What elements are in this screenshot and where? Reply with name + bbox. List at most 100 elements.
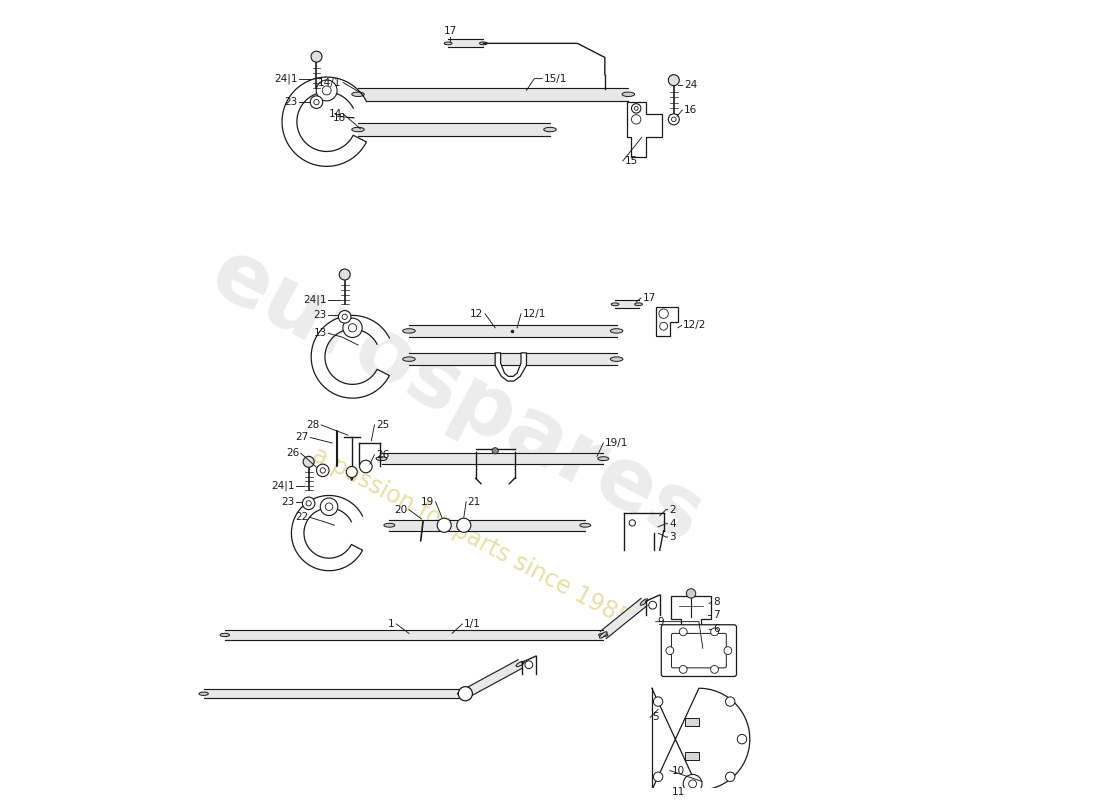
Polygon shape bbox=[463, 660, 522, 698]
Bar bbox=[685, 718, 698, 726]
Ellipse shape bbox=[610, 357, 623, 362]
Text: 21: 21 bbox=[468, 497, 481, 506]
Circle shape bbox=[317, 80, 337, 101]
Ellipse shape bbox=[376, 457, 387, 461]
Text: 2: 2 bbox=[669, 505, 675, 514]
Ellipse shape bbox=[352, 92, 364, 97]
Circle shape bbox=[635, 106, 638, 110]
Text: 19: 19 bbox=[421, 497, 434, 506]
Text: 20: 20 bbox=[394, 505, 407, 514]
Text: a passion for parts since 1985: a passion for parts since 1985 bbox=[308, 442, 635, 631]
Circle shape bbox=[631, 104, 641, 113]
Ellipse shape bbox=[640, 599, 648, 606]
Circle shape bbox=[459, 686, 472, 701]
Circle shape bbox=[689, 780, 696, 788]
Circle shape bbox=[653, 772, 663, 782]
Ellipse shape bbox=[610, 329, 623, 333]
Text: 26: 26 bbox=[286, 448, 299, 458]
Text: 15/1: 15/1 bbox=[543, 74, 568, 84]
Text: 4: 4 bbox=[669, 518, 675, 529]
Text: 23: 23 bbox=[285, 97, 298, 107]
Polygon shape bbox=[389, 520, 585, 530]
Circle shape bbox=[339, 310, 351, 323]
Text: eurospares: eurospares bbox=[196, 231, 716, 561]
Circle shape bbox=[686, 589, 695, 598]
Text: 8: 8 bbox=[713, 597, 719, 607]
Polygon shape bbox=[292, 495, 363, 570]
Ellipse shape bbox=[480, 42, 487, 45]
Text: 12: 12 bbox=[470, 309, 483, 318]
Text: 14: 14 bbox=[328, 109, 342, 119]
Circle shape bbox=[322, 86, 331, 95]
Circle shape bbox=[310, 96, 322, 108]
Circle shape bbox=[339, 269, 350, 280]
Circle shape bbox=[317, 464, 329, 477]
Text: 5: 5 bbox=[652, 712, 659, 722]
Circle shape bbox=[711, 628, 718, 636]
Ellipse shape bbox=[352, 127, 364, 132]
Ellipse shape bbox=[199, 692, 208, 695]
Text: 23: 23 bbox=[282, 497, 295, 506]
Ellipse shape bbox=[597, 457, 608, 461]
Text: 26: 26 bbox=[376, 450, 389, 460]
Text: 7: 7 bbox=[713, 610, 719, 620]
Ellipse shape bbox=[444, 42, 452, 45]
Ellipse shape bbox=[458, 692, 466, 695]
Circle shape bbox=[320, 498, 338, 515]
Polygon shape bbox=[448, 39, 483, 47]
Text: 17: 17 bbox=[444, 26, 458, 35]
Circle shape bbox=[326, 503, 333, 510]
Polygon shape bbox=[311, 315, 389, 398]
Polygon shape bbox=[358, 123, 550, 136]
Circle shape bbox=[343, 318, 362, 338]
Ellipse shape bbox=[600, 632, 607, 638]
Circle shape bbox=[671, 117, 676, 122]
Circle shape bbox=[346, 466, 358, 478]
Circle shape bbox=[653, 697, 663, 706]
Ellipse shape bbox=[543, 127, 557, 132]
Ellipse shape bbox=[516, 662, 525, 666]
Ellipse shape bbox=[635, 303, 642, 306]
Ellipse shape bbox=[403, 357, 415, 362]
Text: 12/1: 12/1 bbox=[522, 309, 546, 318]
Text: 15: 15 bbox=[625, 156, 638, 166]
Circle shape bbox=[669, 114, 680, 125]
Circle shape bbox=[726, 772, 735, 782]
Text: 16: 16 bbox=[684, 105, 697, 115]
Text: 22: 22 bbox=[296, 513, 309, 522]
Polygon shape bbox=[684, 794, 701, 800]
Ellipse shape bbox=[598, 634, 608, 637]
Text: 11: 11 bbox=[671, 786, 684, 797]
Circle shape bbox=[320, 468, 326, 473]
Polygon shape bbox=[495, 353, 527, 381]
Polygon shape bbox=[671, 596, 711, 631]
Circle shape bbox=[492, 448, 498, 454]
Text: 13: 13 bbox=[314, 328, 327, 338]
Circle shape bbox=[711, 666, 718, 674]
Text: 24|1: 24|1 bbox=[271, 481, 295, 491]
Text: 10: 10 bbox=[671, 766, 684, 775]
Ellipse shape bbox=[384, 523, 395, 527]
Circle shape bbox=[724, 646, 732, 654]
Polygon shape bbox=[652, 688, 750, 790]
Circle shape bbox=[306, 501, 311, 506]
Circle shape bbox=[314, 99, 319, 105]
Circle shape bbox=[342, 314, 348, 319]
Polygon shape bbox=[656, 307, 678, 336]
Circle shape bbox=[666, 646, 674, 654]
Circle shape bbox=[737, 734, 747, 744]
Circle shape bbox=[304, 456, 315, 467]
Circle shape bbox=[437, 518, 451, 532]
Text: 18: 18 bbox=[333, 113, 346, 122]
Text: 1/1: 1/1 bbox=[464, 619, 481, 629]
Polygon shape bbox=[627, 102, 662, 157]
Text: 14/1: 14/1 bbox=[318, 78, 342, 87]
Polygon shape bbox=[204, 689, 462, 698]
Circle shape bbox=[302, 497, 315, 510]
Circle shape bbox=[456, 518, 471, 532]
Text: 25: 25 bbox=[376, 420, 389, 430]
FancyBboxPatch shape bbox=[661, 625, 737, 677]
Polygon shape bbox=[409, 325, 617, 337]
Text: 28: 28 bbox=[307, 420, 320, 430]
Text: 19/1: 19/1 bbox=[605, 438, 628, 448]
